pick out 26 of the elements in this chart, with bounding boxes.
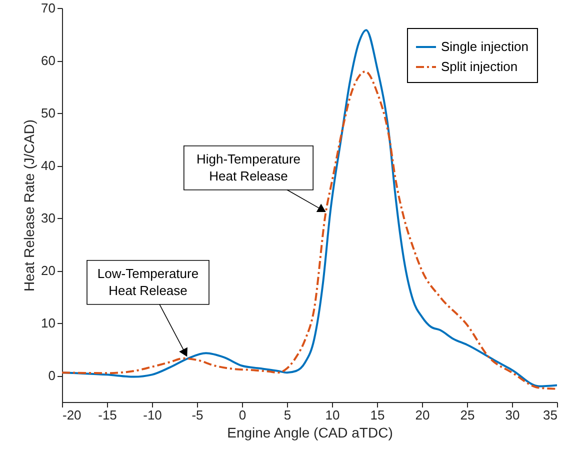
y-tick-label: 30 [41,210,56,226]
y-tick-label: 70 [41,0,56,16]
x-tick-label: 30 [505,408,520,422]
annotation: High-Temperature Heat Release [196,151,301,184]
x-tick-label: -5 [192,408,204,422]
x-tick-label: 5 [284,408,292,422]
y-tick-label: 40 [41,158,56,174]
legend-label: Split injection [441,59,518,74]
annotation: Low-Temperature Heat Release [97,266,199,298]
legend-label: Single injection [441,39,528,54]
x-tick-label: 20 [415,408,430,422]
y-tick-label: 0 [48,368,56,384]
x-tick-label: 35 [543,408,558,422]
x-tick-label: 0 [238,408,246,422]
y-tick-label: 60 [41,53,56,68]
y-axis-title: Heat Release Rate (J/CAD) [21,120,38,292]
x-tick-label: 25 [460,408,475,422]
y-tick-label: 50 [41,106,56,121]
x-tick-label: -10 [143,408,162,422]
y-tick-label: 10 [41,316,56,331]
y-tick-label: 20 [41,263,56,278]
x-tick-label: 10 [325,408,340,422]
x-tick-label: -20 [62,408,82,422]
x-tick-label: -15 [98,408,117,422]
x-axis-title: Engine Angle (CAD aTDC) [227,424,393,440]
x-tick-label: 15 [370,408,385,422]
